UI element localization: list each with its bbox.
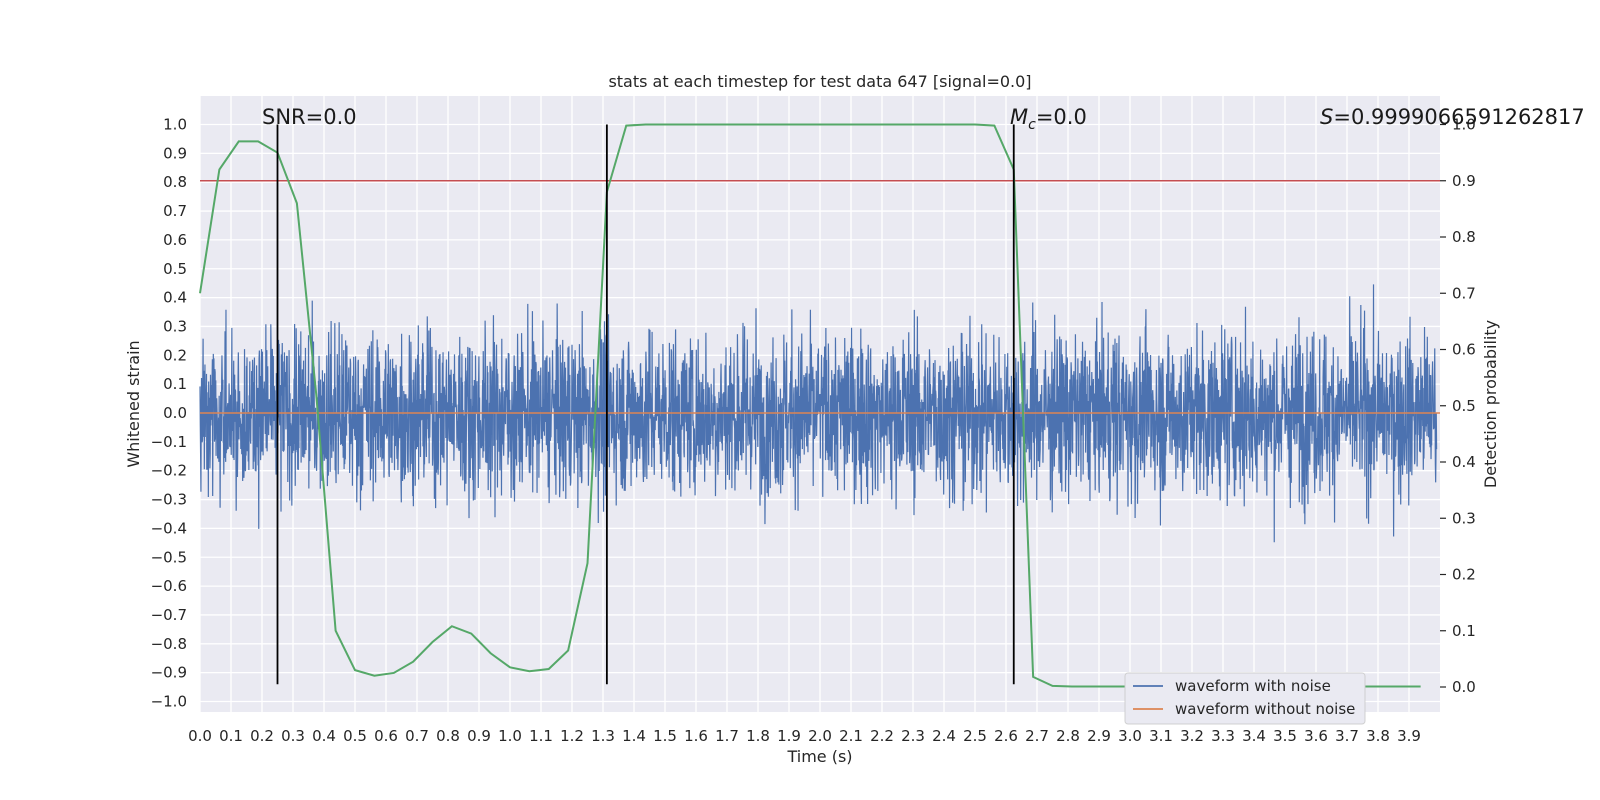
y-tick-label: −0.1: [151, 433, 187, 451]
legend: waveform with noise waveform without noi…: [1124, 672, 1366, 725]
x-tick-label: 1.2: [560, 727, 584, 745]
mc-symbol: M: [1010, 105, 1028, 129]
y2-tick-label: 0.0: [1452, 678, 1476, 696]
y-tick-label: 0.4: [163, 289, 187, 307]
mc-subscript: c: [1028, 117, 1036, 133]
x-tick-label: 3.9: [1397, 727, 1421, 745]
x-tick-label: 2.1: [839, 727, 863, 745]
x-tick-labels: 0.0 0.1 0.2 0.3 0.4 0.5 0.6 0.7 0.8 0.9 1.0 1.1 1.2 1…: [188, 727, 1421, 745]
x-tick-label: 3.2: [1180, 727, 1204, 745]
x-tick-label: 1.1: [529, 727, 553, 745]
y-tick-labels: 1.0 0.9 0.8 0.7 0.6 0.5 0.4 0.3 0.2 0.1 0.0 −0.1 −0.…: [151, 116, 187, 711]
y-tick-label: −0.8: [151, 635, 187, 653]
legend-box: [1124, 672, 1366, 725]
vertical-markers: [276, 124, 1015, 685]
x-tick-label: 2.0: [808, 727, 832, 745]
y-tick-label: −0.4: [151, 519, 187, 537]
x-tick-label: 3.4: [1242, 727, 1266, 745]
y-tick-label: 0.1: [163, 375, 187, 393]
x-tick-label: 0.3: [281, 727, 305, 745]
legend-label-noise: waveform with noise: [1175, 677, 1331, 695]
y-tick-label: 0.5: [163, 260, 187, 278]
y2-tick-label: 1.0: [1452, 116, 1476, 134]
y-tick-label: 0.8: [163, 173, 187, 191]
x-tick-label: 3.8: [1366, 727, 1390, 745]
x-tick-label: 3.0: [1118, 727, 1142, 745]
y2-tick-labels: 1.0 0.9 0.8 0.7 0.6 0.5 0.4 0.3 0.2 0.1 0.0: [1440, 116, 1476, 696]
x-tick-label: 0.6: [374, 727, 398, 745]
y2-axis-label: Detection probability: [1481, 320, 1500, 488]
x-tick-label: 0.1: [219, 727, 243, 745]
x-tick-label: 1.6: [684, 727, 708, 745]
y-tick-label: −0.3: [151, 491, 187, 509]
x-tick-label: 2.8: [1056, 727, 1080, 745]
y-tick-label: 0.9: [163, 144, 187, 162]
y2-tick-label: 0.4: [1452, 453, 1476, 471]
y-tick-label: 0.3: [163, 317, 187, 335]
legend-label-clean: waveform without noise: [1175, 700, 1355, 718]
x-tick-label: 2.7: [1025, 727, 1049, 745]
y-tick-label: −0.5: [151, 548, 187, 566]
chart-title: stats at each timestep for test data 647…: [608, 72, 1031, 91]
x-tick-label: 1.9: [777, 727, 801, 745]
x-tick-label: 0.7: [405, 727, 429, 745]
mc-value: =0.0: [1036, 105, 1087, 129]
x-tick-label: 2.9: [1087, 727, 1111, 745]
x-tick-label: 0.9: [467, 727, 491, 745]
y2-tick-label: 0.7: [1452, 284, 1476, 302]
y2-tick-label: 0.3: [1452, 509, 1476, 527]
snr-annotation: SNR=0.0: [262, 105, 357, 129]
x-tick-label: 0.2: [250, 727, 274, 745]
x-tick-label: 1.5: [653, 727, 677, 745]
x-tick-label: 2.6: [994, 727, 1018, 745]
y2-tick-label: 0.5: [1452, 397, 1476, 415]
x-tick-label: 0.0: [188, 727, 212, 745]
y-tick-label: 0.0: [163, 404, 187, 422]
y2-tick-label: 0.2: [1452, 566, 1476, 584]
x-tick-label: 1.8: [746, 727, 770, 745]
x-axis-label: Time (s): [786, 747, 852, 766]
x-tick-label: 3.7: [1335, 727, 1359, 745]
y-tick-label: −0.6: [151, 577, 187, 595]
x-tick-label: 3.3: [1211, 727, 1235, 745]
y-tick-label: 0.2: [163, 346, 187, 364]
x-tick-label: 1.0: [498, 727, 522, 745]
y-tick-label: −0.9: [151, 664, 187, 682]
x-tick-label: 3.5: [1273, 727, 1297, 745]
y-axis-label: Whitened strain: [124, 340, 143, 467]
y2-tick-label: 0.6: [1452, 341, 1476, 359]
y-tick-label: 1.0: [163, 116, 187, 134]
x-tick-label: 0.4: [312, 727, 336, 745]
y2-tick-label: 0.1: [1452, 622, 1476, 640]
x-tick-label: 1.7: [715, 727, 739, 745]
y2-tick-label: 0.9: [1452, 172, 1476, 190]
s-value: =0.9999066591262817: [1333, 105, 1584, 129]
x-tick-label: 0.8: [436, 727, 460, 745]
x-tick-label: 1.4: [622, 727, 646, 745]
y-tick-label: 0.7: [163, 202, 187, 220]
x-tick-label: 0.5: [343, 727, 367, 745]
x-tick-label: 2.2: [870, 727, 894, 745]
y-tick-label: −0.7: [151, 606, 187, 624]
s-symbol: S: [1320, 105, 1333, 129]
x-tick-label: 1.3: [591, 727, 615, 745]
y-tick-label: −0.2: [151, 462, 187, 480]
y-tick-label: 0.6: [163, 231, 187, 249]
s-annotation: S=0.9999066591262817: [1320, 105, 1585, 129]
x-tick-label: 2.3: [901, 727, 925, 745]
x-tick-label: 2.4: [932, 727, 956, 745]
y2-tick-label: 0.8: [1452, 228, 1476, 246]
x-tick-label: 3.1: [1149, 727, 1173, 745]
mc-annotation: Mc=0.0: [1010, 105, 1087, 133]
x-tick-label: 3.6: [1304, 727, 1328, 745]
x-tick-label: 2.5: [963, 727, 987, 745]
y-tick-label: −1.0: [151, 693, 187, 711]
